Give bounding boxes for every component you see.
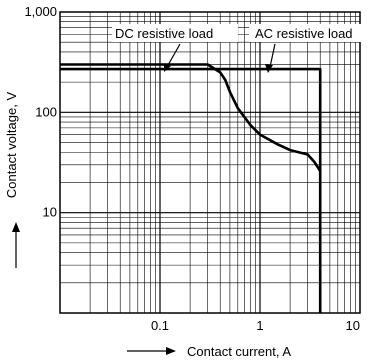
x-axis-title: Contact current, A [127, 344, 291, 359]
y-axis-arrow-head [12, 222, 20, 232]
tick-labels: 0.1 1 10 10 100 1,000 [24, 4, 360, 333]
legend-label-dc: DC resistive load [115, 26, 213, 41]
leader-line-ac [269, 43, 276, 68]
legend-bg-ac [249, 24, 376, 42]
leader-arrow-dc [164, 64, 171, 72]
x-axis-label: Contact current, A [187, 344, 291, 359]
legend-label-ac: AC resistive load [255, 26, 353, 41]
x-tick-label: 0.1 [151, 318, 169, 333]
leader-line-dc [166, 43, 181, 68]
legend-bg-dc [112, 24, 238, 42]
y-tick-label: 100 [35, 104, 57, 119]
y-tick-label: 10 [43, 205, 57, 220]
y-axis-title: Contact voltage, V [4, 92, 20, 268]
series-lines [60, 63, 322, 313]
series-line-dc [60, 63, 322, 172]
y-axis-label: Contact voltage, V [4, 92, 19, 199]
plot-frame [59, 11, 361, 314]
legend: DC resistive load AC resistive load [112, 24, 376, 73]
x-axis-arrow-head [166, 347, 176, 355]
x-tick-label: 1 [256, 318, 263, 333]
series-line-ac [60, 67, 322, 313]
x-tick-label: 10 [346, 318, 360, 333]
y-tick-label: 1,000 [24, 4, 57, 19]
leader-arrow-ac [265, 64, 273, 73]
grid [60, 12, 360, 313]
